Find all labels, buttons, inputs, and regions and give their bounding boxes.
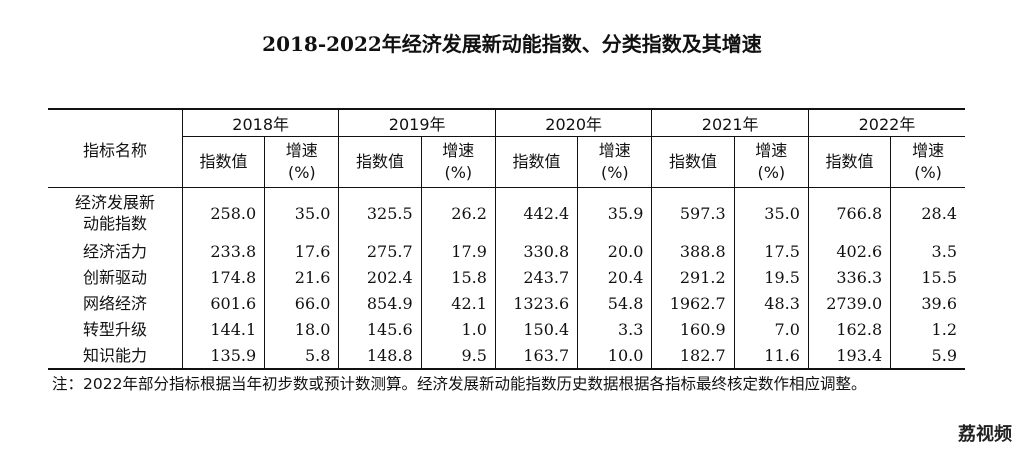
year-header-2019: 2019年 [338,108,496,137]
index-value-cell: 233.8 [181,238,265,264]
index-value-cell: 193.4 [807,342,891,370]
growth-rate-cell: 35.0 [733,187,809,238]
growth-rate-cell: 20.4 [577,264,652,290]
table-row: 经济活力 233.8 17.6 275.7 17.9 330.8 20.0 388.8 17.5… [48,238,965,264]
growth-rate-cell: 17.6 [264,238,339,264]
growth-rate-cell: 1.0 [420,316,496,342]
table-row: 网络经济 601.6 66.0 854.9 42.1 1323.6 54.8 1962.7 48… [48,290,965,316]
indicator-name-header: 指标名称 [48,108,183,188]
growth-rate-cell: 54.8 [577,290,652,316]
growth-rate-cell: 10.0 [577,342,652,370]
year-header-2022: 2022年 [807,108,965,137]
index-value-cell: 388.8 [651,238,735,264]
growth-rate-cell: 11.6 [733,342,809,370]
index-value-cell: 182.7 [651,342,735,370]
footnote: 注：2022年部分指标根据当年初步数或预计数测算。经济发展新动能指数历史数据根据… [52,375,867,393]
speed-header: 增速 (%) [890,136,965,188]
growth-rate-cell: 17.9 [420,238,496,264]
index-value-cell: 258.0 [181,187,265,238]
growth-rate-cell: 48.3 [733,290,809,316]
index-value-cell: 243.7 [494,264,578,290]
value-header: 指数值 [338,136,422,188]
index-value-cell: 1323.6 [494,290,578,316]
growth-rate-cell: 20.0 [577,238,652,264]
index-value-cell: 135.9 [181,342,265,370]
page-title: 2018-2022年经济发展新动能指数、分类指数及其增速 [262,32,762,56]
growth-rate-cell: 18.0 [264,316,339,342]
growth-rate-cell: 3.3 [577,316,652,342]
index-value-cell: 766.8 [807,187,891,238]
growth-rate-cell: 5.9 [890,342,965,370]
indicator-name: 网络经济 [82,293,147,313]
year-header-2020: 2020年 [494,108,652,137]
growth-rate-cell: 35.9 [577,187,652,238]
growth-rate-cell: 15.5 [890,264,965,290]
speed-header: 增速 (%) [264,136,339,188]
speed-header: 增速 (%) [733,136,809,188]
value-header: 指数值 [807,136,891,188]
data-table: 指标名称 2018年 2019年 2020年 2021年 2022年 指数值 增… [48,108,965,370]
growth-rate-cell: 19.5 [733,264,809,290]
index-value-cell: 150.4 [494,316,578,342]
value-header: 指数值 [651,136,735,188]
index-value-cell: 202.4 [338,264,422,290]
table-row: 转型升级 144.1 18.0 145.6 1.0 150.4 3.3 160.9 7.0 162… [48,316,965,342]
index-value-cell: 145.6 [338,316,422,342]
header-row-sub: 指数值 增速 (%) 指数值 增速 (%) 指数值 增速 (%) 指数值 增速 (%) … [48,136,965,188]
growth-rate-cell: 15.8 [420,264,496,290]
index-value-cell: 336.3 [807,264,891,290]
index-value-cell: 174.8 [181,264,265,290]
speed-header: 增速 (%) [577,136,652,188]
indicator-name: 知识能力 [48,342,183,370]
index-value-cell: 330.8 [494,238,578,264]
indicator-name: 经济发展新 动能指数 [74,193,155,233]
index-value-cell: 325.5 [338,187,422,238]
growth-rate-cell: 28.4 [890,187,965,238]
indicator-name: 转型升级 [82,319,147,339]
index-value-cell: 162.8 [807,316,891,342]
value-header: 指数值 [494,136,578,188]
growth-rate-cell: 42.1 [420,290,496,316]
index-value-cell: 291.2 [651,264,735,290]
indicator-name: 创新驱动 [82,267,147,287]
table-row: 创新驱动 174.8 21.6 202.4 15.8 243.7 20.4 291.2 19.5… [48,264,965,290]
index-value-cell: 144.1 [181,316,265,342]
year-header-2018: 2018年 [181,108,339,137]
index-value-cell: 160.9 [651,316,735,342]
indicator-name: 经济活力 [82,241,147,261]
growth-rate-cell: 5.8 [264,342,339,370]
table-row: 经济发展新 动能指数 258.0 35.0 325.5 26.2 442.4 35.9 597.… [48,187,965,238]
growth-rate-cell: 35.0 [264,187,339,238]
index-value-cell: 854.9 [338,290,422,316]
year-header-2021: 2021年 [651,108,809,137]
growth-rate-cell: 39.6 [890,290,965,316]
growth-rate-cell: 3.5 [890,238,965,264]
growth-rate-cell: 21.6 [264,264,339,290]
growth-rate-cell: 26.2 [420,187,496,238]
growth-rate-cell: 17.5 [733,238,809,264]
growth-rate-cell: 1.2 [890,316,965,342]
index-value-cell: 148.8 [338,342,422,370]
index-value-cell: 601.6 [181,290,265,316]
growth-rate-cell: 9.5 [420,342,496,370]
index-value-cell: 402.6 [807,238,891,264]
index-value-cell: 275.7 [338,238,422,264]
speed-header: 增速 (%) [420,136,496,188]
header-row-years: 指标名称 2018年 2019年 2020年 2021年 2022年 [48,108,965,188]
index-value-cell: 1962.7 [651,290,735,316]
watermark-logo: 荔视频 [958,424,1012,445]
index-value-cell: 442.4 [494,187,578,238]
index-value-cell: 163.7 [494,342,578,370]
growth-rate-cell: 7.0 [733,316,809,342]
table-row: 知识能力 135.9 5.8 148.8 9.5 163.7 10.0 182.7 11.6 19… [48,342,965,370]
value-header: 指数值 [181,136,265,188]
growth-rate-cell: 66.0 [264,290,339,316]
index-value-cell: 2739.0 [807,290,891,316]
index-value-cell: 597.3 [651,187,735,238]
